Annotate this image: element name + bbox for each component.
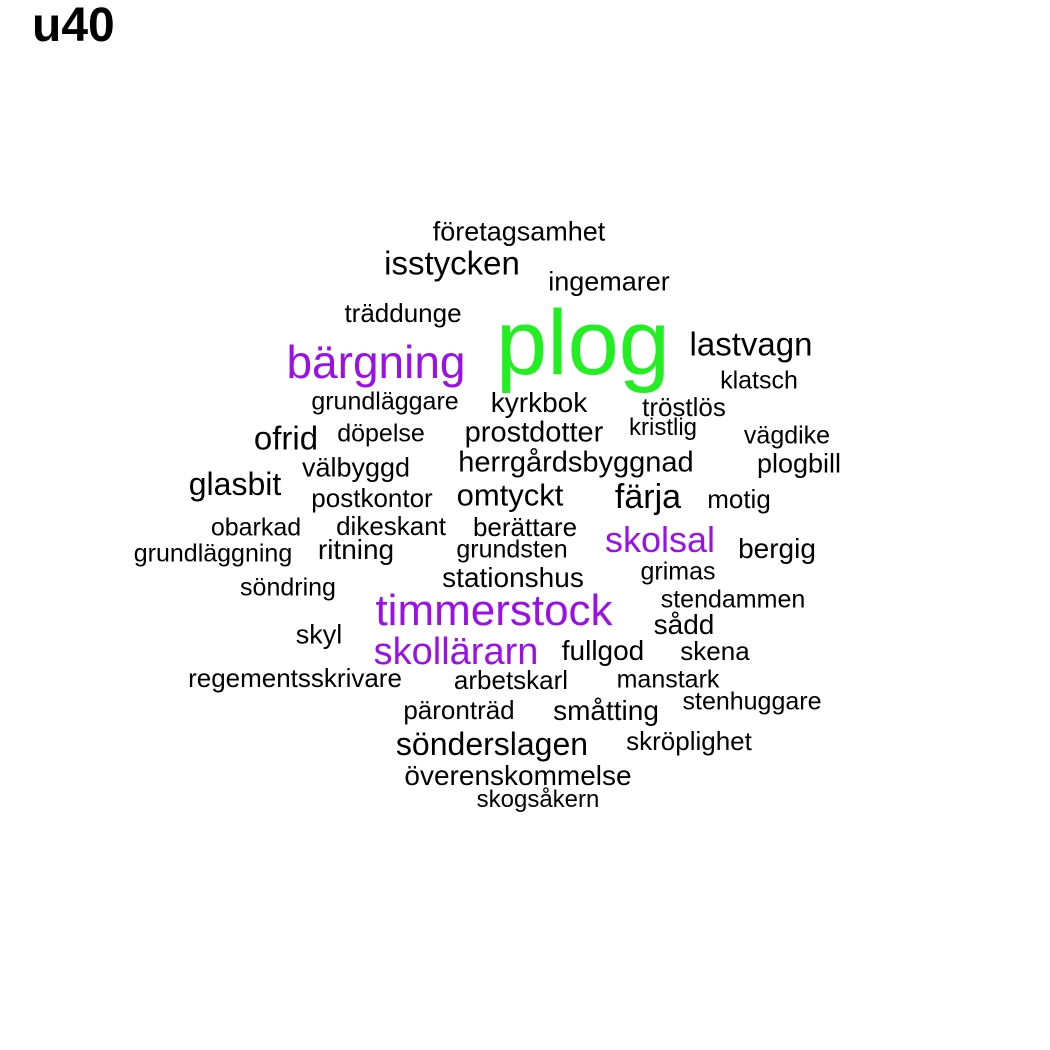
word-postkontor: postkontor: [311, 483, 433, 513]
word-arbetskarl: arbetskarl: [453, 665, 569, 695]
word-grimas: grimas: [640, 557, 716, 586]
word-ingemarer: ingemarer: [548, 266, 670, 297]
word-obarkad: obarkad: [210, 513, 302, 542]
word-parontrad: päronträd: [403, 695, 515, 725]
word-traddunge: träddunge: [344, 298, 462, 328]
word-stenhuggare: stenhuggare: [682, 687, 822, 716]
page-title: u40: [32, 0, 115, 52]
word-motig: motig: [707, 484, 771, 514]
word-skolsal: skolsal: [604, 519, 716, 560]
word-kyrkbok: kyrkbok: [490, 387, 588, 418]
word-sonderslagen: sönderslagen: [395, 726, 589, 762]
word-kristlig: kristlig: [628, 414, 698, 441]
word-skena: skena: [680, 636, 750, 666]
word-isstycken: isstycken: [384, 244, 520, 282]
word-ofrid: ofrid: [253, 419, 319, 457]
word-fullgod: fullgod: [561, 635, 645, 666]
word-skollararn: skollärarn: [373, 631, 539, 673]
word-skyl: skyl: [295, 619, 343, 650]
word-farja: färja: [614, 478, 682, 516]
word-timmerstock: timmerstock: [375, 586, 613, 635]
word-trostlos: tröstlös: [642, 392, 726, 422]
word-berattare: berättare: [472, 512, 578, 542]
word-smatting: småtting: [553, 695, 659, 726]
word-prostdotter: prostdotter: [464, 416, 604, 449]
word-valbyggd: välbyggd: [301, 452, 411, 483]
word-skogsakern: skogsåkern: [476, 786, 600, 813]
word-overenskommelse: överenskommelse: [404, 760, 632, 791]
word-ritning: ritning: [317, 534, 395, 565]
word-grundlaggning: grundläggning: [133, 539, 293, 568]
word-stendammen: stendammen: [660, 585, 806, 614]
word-stationshus: stationshus: [442, 562, 584, 593]
word-lastvagn: lastvagn: [689, 325, 813, 363]
word-dikeskant: dikeskant: [336, 511, 446, 541]
word-sadd: sådd: [653, 609, 715, 640]
word-klatsch: klatsch: [720, 366, 798, 395]
word-herrgardsbyggnad: herrgårdsbyggnad: [458, 446, 694, 479]
word-bergig: bergig: [738, 533, 816, 564]
word-grundlaggare: grundläggare: [311, 387, 459, 416]
word-regementsskrivare: regementsskrivare: [188, 663, 402, 693]
word-manstark: manstark: [616, 665, 720, 694]
word-omtyckt: omtyckt: [456, 477, 564, 513]
word-glasbit: glasbit: [188, 466, 282, 502]
word-skroplighet: skröplighet: [626, 726, 752, 756]
word-plogbill: plogbill: [756, 448, 842, 479]
word-sondring: söndring: [240, 573, 336, 602]
word-foretagsamhet: företagsamhet: [432, 216, 606, 247]
word-dopelse: döpelse: [337, 419, 425, 448]
word-bargning: bärgning: [286, 336, 466, 388]
word-plog: plog: [496, 292, 670, 394]
word-vagdike: vägdike: [743, 421, 831, 450]
word-grundsten: grundsten: [456, 535, 568, 564]
